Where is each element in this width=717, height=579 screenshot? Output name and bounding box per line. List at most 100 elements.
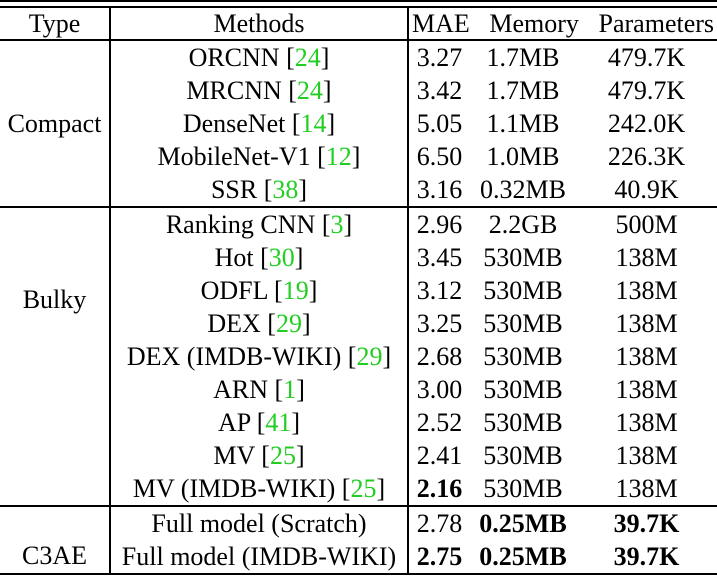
memory-value: 530MB (483, 275, 563, 305)
citation-bracket: ] (301, 308, 311, 338)
citation-bracket: [ (347, 341, 357, 371)
citation-bracket: [ (286, 42, 295, 72)
citation-number: 24 (294, 42, 321, 72)
mae-value: 2.96 (416, 209, 463, 239)
citation-bracket: ] (382, 341, 392, 371)
citation-bracket: ] (294, 242, 304, 272)
method-cell: Full model (IMDB-WIKI) (110, 540, 409, 574)
method-label: AP (217, 407, 251, 437)
method-label: MV (IMDB-WIKI) (132, 473, 336, 503)
table-row: DenseNet [14] 5.05 1.1MB 242.0K (0, 107, 717, 140)
citation-number: 29 (275, 308, 302, 338)
memory-value: 530MB (483, 308, 563, 338)
header-row: Type Methods MAE Memory Parameters (0, 7, 717, 41)
citation-bracket: [ (274, 275, 283, 305)
method-label: Hot (214, 242, 254, 272)
citation-number: 19 (282, 275, 309, 305)
citation-bracket: ] (296, 374, 305, 404)
method-label: Ranking CNN (165, 209, 316, 239)
parameters-value: 226.3K (607, 141, 686, 171)
citation-number: 25 (269, 440, 296, 470)
table-row: SSR [38] 3.16 0.32MB 40.9K (0, 173, 717, 208)
mae-value: 3.25 (416, 308, 463, 338)
citation-bracket: [ (260, 242, 269, 272)
memory-value: 0.25MB (479, 541, 567, 571)
parameters-value: 138M (615, 275, 678, 305)
mae-value: 2.68 (416, 341, 463, 371)
parameters-value: 138M (615, 374, 678, 404)
parameters-value: 500M (615, 209, 678, 239)
mae-value: 3.12 (416, 275, 463, 305)
table-row: ODFL [19] 3.12 530MB 138M (0, 274, 717, 307)
table-row: MRCNN [24] 3.42 1.7MB 479.7K (0, 74, 717, 107)
header-metrics-labels: MAE Memory Parameters (409, 8, 717, 38)
memory-value: 0.32MB (470, 173, 576, 208)
citation-bracket: [ (274, 374, 284, 404)
memory-value: 530MB (483, 341, 563, 371)
citation-bracket: ] (298, 174, 308, 204)
group-type-compact: Compact (0, 40, 111, 208)
citation-bracket: ] (308, 275, 318, 305)
citation-bracket: ] (322, 75, 332, 105)
header-memory: Memory (489, 8, 579, 38)
table-row: MobileNet-V1 [12] 6.50 1.0MB 226.3K (0, 140, 717, 173)
method-label: Full model (IMDB-WIKI) (121, 541, 397, 571)
citation-bracket: ] (376, 473, 386, 503)
parameters-value: 40.9K (576, 173, 717, 208)
group-type-bulky: Bulky (0, 207, 111, 507)
group-type-label: Compact (7, 108, 102, 138)
parameters-value: 138M (576, 472, 717, 507)
method-cell: MobileNet-V1 [12] (110, 140, 409, 173)
citation-bracket: [ (256, 407, 266, 437)
mae-value: 3.00 (416, 374, 463, 404)
table-row: Compact ORCNN [24] 3.27 1.7MB 479.7K (0, 40, 717, 208)
method-cell: DEX [29] (110, 307, 409, 340)
citation-bracket: [ (321, 209, 331, 239)
method-cell: ODFL [19] (110, 274, 409, 307)
citation-number: 38 (272, 174, 299, 204)
citation-number: 14 (300, 108, 327, 138)
header-mae: MAE (412, 8, 470, 38)
method-cell: DEX (IMDB-WIKI) [29] (110, 340, 409, 373)
parameters-value: 479.7K (607, 42, 686, 72)
citation-number: 41 (265, 407, 292, 437)
memory-value: 530MB (483, 440, 563, 470)
header-type: Type (0, 7, 111, 41)
parameters-value: 39.7K (613, 508, 680, 538)
method-label: DenseNet (182, 108, 286, 138)
memory-value: 530MB (483, 242, 563, 272)
header-parameters: Parameters (598, 8, 715, 38)
table-header: Type Methods MAE Memory Parameters (0, 7, 717, 41)
header-methods: Methods (110, 7, 409, 41)
method-label: MRCNN (186, 75, 282, 105)
method-label: SSR (210, 174, 258, 204)
method-label: ARN (213, 374, 269, 404)
method-label: Full model (Scratch) (151, 508, 367, 538)
method-cell: SSR [38] (110, 173, 409, 208)
method-cell: MV (IMDB-WIKI) [25] (110, 472, 409, 507)
memory-value: 530MB (483, 407, 563, 437)
parameters-value: 138M (615, 440, 678, 470)
method-label: MobileNet-V1 (157, 141, 311, 171)
citation-bracket: [ (288, 75, 297, 105)
method-label: MV (213, 440, 255, 470)
mae-value: 2.41 (416, 440, 463, 470)
method-label: ORCNN (188, 42, 280, 72)
mae-value: 6.50 (416, 141, 463, 171)
parameters-value: 138M (615, 308, 678, 338)
table-row: Bulky Ranking CNN [3] 2.96 2.2GB 500M (0, 207, 717, 507)
group-type-c3ae: C3AE (0, 506, 111, 575)
citation-bracket: ] (343, 209, 353, 239)
citation-bracket: [ (317, 141, 326, 171)
parameters-value: 479.7K (607, 75, 686, 105)
mae-value: 2.78 (416, 508, 463, 538)
memory-value: 530MB (470, 472, 576, 507)
mae-value: 3.16 (408, 173, 470, 208)
table-row: MV (IMDB-WIKI) [25] 2.16 530MB 138M (0, 472, 717, 507)
parameters-value: 39.7K (613, 541, 680, 571)
citation-number: 24 (296, 75, 323, 105)
memory-value: 1.1MB (486, 108, 560, 138)
citation-bracket: [ (263, 174, 273, 204)
table-row: DEX [29] 3.25 530MB 138M (0, 307, 717, 340)
